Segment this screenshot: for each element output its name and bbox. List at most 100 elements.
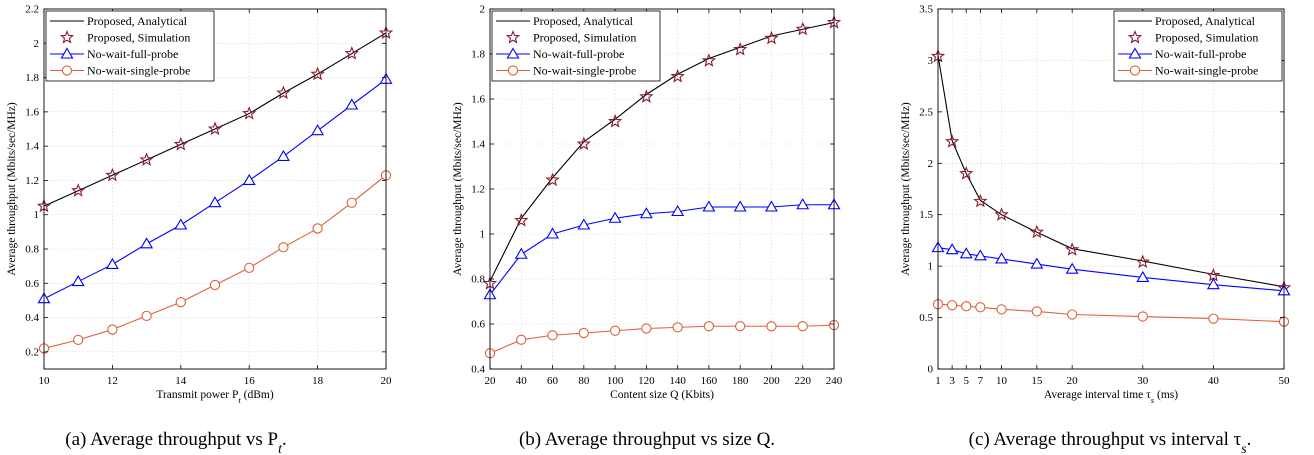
- y-axis-label: Average throughput (Mbits/sec/MHz): [900, 102, 912, 276]
- series-line: [489, 324, 835, 354]
- data-point-triangle: [276, 149, 290, 161]
- data-point-triangle: [1136, 270, 1150, 283]
- data-point-triangle: [959, 247, 973, 259]
- x-tick-label: 40: [1208, 375, 1220, 387]
- legend-marker-star: [59, 29, 75, 44]
- legend-item: Proposed, Analytical: [496, 14, 634, 28]
- x-tick-label: 180: [732, 375, 749, 387]
- series-line: [937, 303, 1285, 323]
- data-point-star: [1135, 254, 1150, 269]
- legend-item: No-wait-single-probe: [1118, 64, 1258, 78]
- legend: Proposed, Analytical Proposed, Simulation…: [45, 10, 215, 82]
- data-point-triangle: [514, 247, 528, 259]
- x-axis-label-main: Content size Q (Kbits): [610, 389, 714, 401]
- data-point-triangle: [546, 227, 559, 239]
- x-tick-label: 15: [1031, 375, 1043, 387]
- data-point-circle: [946, 300, 958, 311]
- x-tick-label: 10: [996, 375, 1008, 387]
- series-proposed-analytical: [937, 55, 1285, 288]
- data-point-star: [242, 106, 257, 120]
- legend-label: Proposed, Analytical: [533, 14, 634, 28]
- x-axis-label: Average interval time τs (ms): [1044, 389, 1178, 405]
- data-point-triangle: [945, 243, 959, 255]
- data-point-circle: [641, 323, 652, 334]
- y-tick-label: 2.5: [919, 106, 933, 118]
- data-point-star: [795, 21, 810, 36]
- y-tick-label: 2.2: [25, 4, 39, 16]
- data-point-star: [733, 41, 748, 56]
- legend-label: No-wait-full-probe: [1155, 47, 1246, 61]
- figure-caption: (c) Average throughput vs interval τs.: [969, 429, 1252, 455]
- legend-box: [1113, 10, 1283, 82]
- data-point-triangle: [208, 196, 222, 208]
- data-point-circle: [107, 324, 118, 335]
- x-axis-label: Transmit power Pt (dBm): [156, 389, 273, 405]
- panel-a: 10 12 14 16 18 20 0.2 0.4 0.6 0.8 1 1.2 1.4 1.6 1.8 2 2.…: [6, 4, 394, 455]
- legend-label: No-wait-single-probe: [1155, 64, 1258, 78]
- data-point-circle: [996, 304, 1007, 315]
- data-point-star: [514, 212, 529, 227]
- x-tick-label: 40: [516, 375, 528, 387]
- x-tick-label: 10: [39, 375, 51, 387]
- data-point-star: [276, 85, 291, 100]
- series-proposed-analytical: [43, 32, 387, 207]
- ticks: 10 12 14 16 18 20 0.2 0.4 0.6 0.8 1 1.2 1.4 1.6 1.8 2 2.…: [25, 4, 392, 388]
- data-point-triangle: [671, 204, 685, 217]
- x-axis-label-main: Transmit power P: [156, 389, 238, 401]
- y-tick-label: 0.8: [25, 244, 39, 256]
- caption-text: (c) Average throughput vs interval τ: [969, 429, 1242, 450]
- x-tick-label: 220: [794, 375, 811, 387]
- x-tick-label: 7: [978, 375, 984, 387]
- data-point-triangle: [71, 274, 85, 287]
- data-point-circle: [244, 262, 255, 274]
- y-tick-label: 2: [34, 38, 40, 50]
- x-tick-label: 3: [949, 375, 955, 387]
- data-point-star: [607, 113, 623, 128]
- legend-label: Proposed, Analytical: [87, 14, 188, 28]
- legend-marker-circle: [507, 65, 519, 76]
- legend-item: No-wait-single-probe: [496, 64, 636, 78]
- data-point-triangle: [345, 98, 359, 110]
- y-tick-label: 0.5: [919, 312, 933, 324]
- y-tick-label: 1.2: [25, 175, 39, 187]
- data-point-circle: [961, 301, 972, 312]
- legend-item: No-wait-single-probe: [50, 64, 190, 78]
- caption-end: .: [1247, 429, 1252, 450]
- y-tick-label: 3: [928, 55, 934, 67]
- legend-label: No-wait-full-probe: [87, 47, 178, 61]
- data-point-star: [139, 152, 154, 166]
- data-point-triangle: [639, 207, 653, 219]
- series-proposed-simulation: [36, 25, 394, 213]
- data-point-star: [670, 68, 685, 83]
- data-point-star: [344, 46, 359, 60]
- figure-caption: (a) Average throughput vs Pt.: [65, 429, 286, 455]
- legend-marker-triangle: [60, 47, 74, 59]
- y-tick-label: 2: [928, 158, 934, 170]
- data-point-circle: [797, 321, 808, 332]
- y-tick-label: 3.5: [919, 4, 933, 16]
- legend-marker-star: [505, 29, 521, 44]
- x-axis-label-end: (ms): [1154, 389, 1178, 401]
- legend-label: Proposed, Analytical: [1155, 14, 1256, 28]
- legend-box: [491, 10, 661, 82]
- series-line: [43, 32, 387, 207]
- series-line: [489, 21, 835, 282]
- legend-marker-circle: [61, 65, 73, 76]
- legend-item: Proposed, Simulation: [59, 29, 190, 45]
- data-point-circle: [766, 321, 777, 332]
- legend-label: No-wait-single-probe: [87, 64, 190, 78]
- data-point-star: [994, 207, 1009, 221]
- legend-label: Proposed, Simulation: [533, 31, 636, 45]
- x-tick-label: 20: [1067, 375, 1079, 387]
- y-tick-label: 1: [928, 261, 934, 273]
- data-point-star: [959, 166, 974, 180]
- legend-item: No-wait-full-probe: [496, 47, 624, 61]
- x-tick-label: 100: [607, 375, 624, 387]
- legend-marker-triangle: [1128, 47, 1142, 59]
- x-tick-label: 30: [1137, 375, 1149, 387]
- axes-frame: [43, 8, 387, 370]
- data-point-triangle: [174, 218, 188, 230]
- data-point-circle: [1137, 311, 1148, 322]
- series-proposed-analytical: [489, 21, 835, 282]
